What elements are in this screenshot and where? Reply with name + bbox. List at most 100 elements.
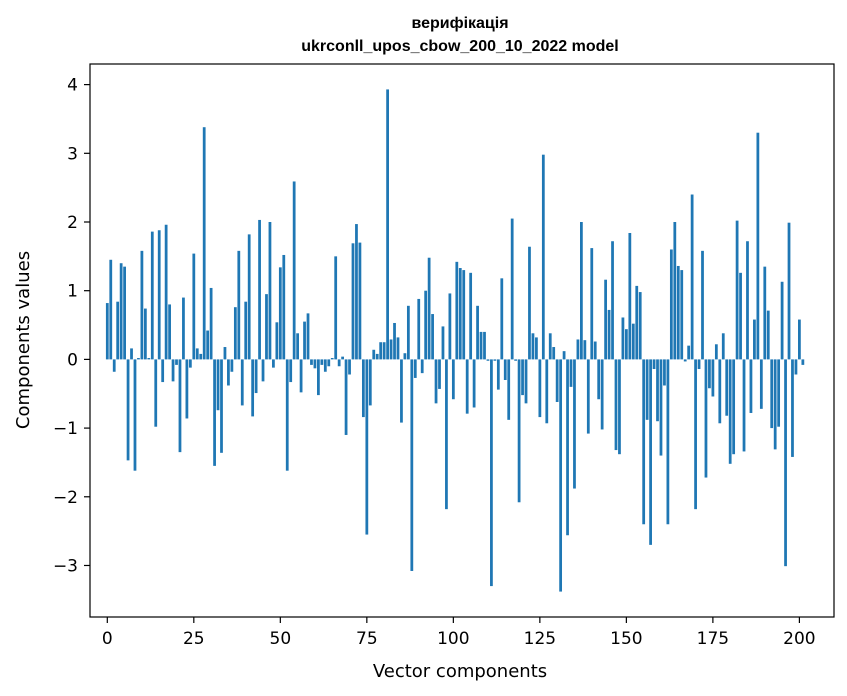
bar-137 (580, 222, 583, 360)
bar-132 (562, 351, 566, 360)
bar-76 (368, 359, 372, 406)
bar-182 (735, 220, 739, 360)
bar-148 (618, 359, 621, 455)
bar-94 (431, 314, 434, 360)
bar-157 (649, 359, 652, 545)
bar-71 (351, 243, 355, 360)
bar-178 (721, 333, 725, 360)
bar-10 (140, 250, 144, 360)
bar-13 (150, 231, 154, 360)
x-tick-label: 200 (783, 629, 815, 649)
bar-55 (296, 333, 300, 360)
bar-19 (171, 359, 175, 382)
bar-74 (361, 359, 365, 418)
bar-48 (272, 359, 275, 368)
bar-116 (507, 359, 511, 420)
y-tick-label: −3 (53, 556, 78, 576)
bar-192 (770, 359, 774, 429)
bar-191 (766, 310, 770, 360)
bar-140 (590, 248, 594, 360)
bar-97 (441, 326, 445, 360)
bar-14 (154, 359, 158, 427)
bar-145 (607, 309, 611, 360)
bar-126 (541, 154, 545, 360)
bar-112 (493, 359, 497, 361)
chart-subtitle: ukrconll_upos_cbow_200_10_2022 model (301, 38, 618, 55)
bar-81 (386, 89, 389, 360)
bar-49 (275, 322, 279, 360)
bar-22 (182, 297, 185, 360)
bar-78 (375, 353, 379, 360)
bar-91 (420, 359, 424, 374)
bar-103 (462, 270, 466, 360)
bar-169 (690, 194, 694, 360)
bar-102 (458, 268, 462, 360)
bar-142 (597, 359, 601, 400)
bar-104 (465, 359, 469, 414)
bar-165 (676, 265, 680, 360)
bar-33 (220, 359, 223, 453)
bar-39 (240, 359, 244, 406)
bar-64 (327, 359, 331, 367)
bar-66 (334, 256, 338, 360)
bar-89 (413, 359, 417, 378)
bar-50 (278, 267, 282, 360)
bar-44 (258, 219, 261, 360)
y-tick-label: −2 (53, 488, 78, 508)
bar-92 (424, 290, 428, 360)
bar-53 (289, 359, 293, 383)
x-tick-label: 100 (437, 629, 469, 649)
bar-96 (438, 359, 441, 389)
bar-149 (621, 317, 625, 360)
bar-194 (777, 359, 781, 427)
bar-180 (728, 359, 732, 464)
bar-201 (801, 359, 805, 365)
y-tick-label: 2 (67, 213, 78, 233)
x-tick-label: 75 (356, 629, 378, 649)
bar-7 (130, 348, 133, 360)
bar-125 (538, 359, 542, 418)
bar-29 (206, 330, 210, 360)
bar-117 (510, 218, 514, 360)
bar-45 (261, 359, 265, 382)
bar-107 (476, 305, 479, 360)
x-axis-label: Vector components (373, 661, 547, 682)
bar-84 (396, 337, 400, 360)
bar-85 (400, 359, 403, 423)
bar-43 (254, 359, 258, 394)
x-tick-label: 175 (697, 629, 729, 649)
bar-40 (244, 301, 248, 360)
x-tick-label: 25 (183, 629, 205, 649)
bar-6 (126, 359, 130, 461)
bar-114 (500, 278, 504, 360)
bar-177 (718, 359, 722, 424)
bar-131 (559, 359, 563, 592)
bar-188 (756, 132, 760, 360)
bar-63 (323, 359, 327, 372)
bar-75 (365, 359, 369, 535)
bar-170 (694, 359, 697, 510)
bar-42 (251, 359, 255, 417)
bar-154 (638, 292, 642, 360)
bar-69 (344, 359, 348, 435)
bar-127 (545, 359, 549, 424)
bar-186 (749, 359, 753, 413)
bar-173 (704, 359, 708, 478)
x-tick-label: 50 (270, 629, 292, 649)
bar-34 (223, 347, 227, 360)
bar-27 (199, 353, 203, 360)
bar-32 (216, 359, 220, 411)
bar-26 (195, 348, 199, 360)
bar-179 (725, 359, 729, 416)
bar-168 (687, 345, 691, 360)
bar-115 (503, 359, 507, 380)
bar-88 (410, 359, 414, 571)
bar-111 (490, 359, 493, 587)
bar-193 (773, 359, 777, 450)
bar-73 (358, 242, 362, 360)
bar-200 (798, 319, 801, 360)
bar-54 (292, 181, 296, 360)
bar-37 (233, 307, 237, 360)
bar-59 (310, 359, 313, 365)
